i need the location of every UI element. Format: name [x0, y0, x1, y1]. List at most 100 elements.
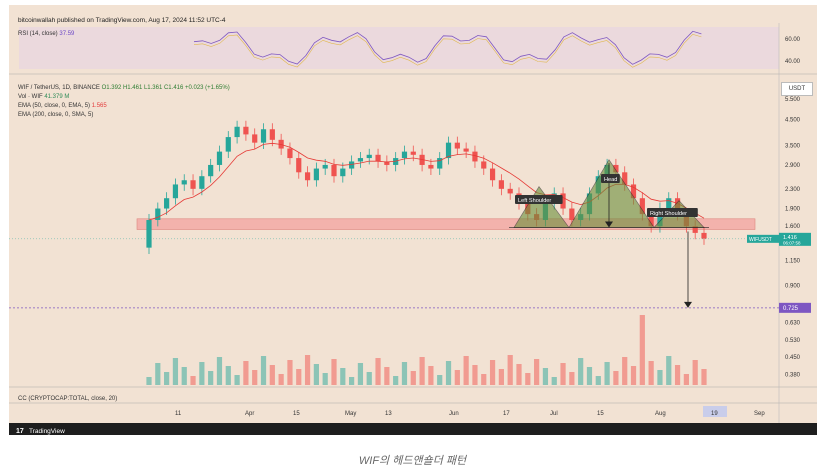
- candle-body: [252, 134, 258, 143]
- candle-body: [463, 148, 469, 152]
- candle-body: [622, 172, 628, 185]
- rsi-name: RSI (14, close): [18, 31, 58, 37]
- candle-body: [481, 161, 487, 169]
- cc-legend: CC (CRYPTOCAP:TOTAL, close, 20): [18, 396, 118, 402]
- candle-body: [657, 208, 663, 227]
- arrow-head-icon: [684, 301, 692, 308]
- volume-bar: [199, 362, 205, 385]
- volume-bar: [586, 367, 593, 385]
- candle-body: [375, 154, 381, 162]
- volume-bar: [463, 356, 469, 385]
- rsi-line: [193, 30, 702, 65]
- candle-body: [146, 219, 152, 248]
- volume-bar: [569, 372, 575, 385]
- volume-bar: [428, 366, 434, 385]
- volume-bar: [260, 356, 267, 385]
- x-tick-label: 15: [597, 411, 604, 417]
- volume-bar: [498, 369, 504, 385]
- candle-body: [225, 137, 231, 152]
- y-tick-label: 3.500: [785, 144, 801, 150]
- volume-bar: [578, 358, 584, 385]
- candle-body: [199, 176, 205, 189]
- volume-bar: [622, 357, 628, 385]
- candle-body: [287, 148, 293, 159]
- head-label: Head: [604, 177, 617, 183]
- volume-bar: [666, 356, 672, 385]
- y-tick-label: 5.500: [785, 97, 801, 103]
- x-tick-label: May: [345, 411, 356, 417]
- volume-bar: [472, 365, 478, 385]
- candle-body: [155, 208, 161, 220]
- volume-bar: [322, 373, 328, 385]
- x-tick-label: Sep: [754, 411, 765, 417]
- x-tick-label: Apr: [245, 411, 254, 417]
- volume-bar: [384, 367, 390, 385]
- volume-bar: [366, 372, 372, 385]
- candle-body: [401, 151, 408, 159]
- y-tick-label: 1.150: [785, 258, 801, 264]
- candle-body: [692, 226, 698, 233]
- volume-bar: [304, 355, 311, 385]
- volume-bar: [630, 366, 637, 385]
- volume-bar: [172, 358, 179, 385]
- candle-body: [181, 180, 187, 185]
- volume-bar: [613, 371, 619, 385]
- rsi-tick-label: 60.00: [785, 37, 801, 43]
- x-tick-label: Aug: [655, 411, 666, 417]
- tradingview-footer: 17 TradingView: [9, 423, 817, 435]
- tradingview-brand: TradingView: [29, 428, 65, 435]
- candle-body: [569, 208, 575, 220]
- candle-body: [190, 180, 196, 189]
- volume-bar: [692, 360, 698, 385]
- volume-bar: [349, 377, 355, 385]
- x-tick-label: 13: [385, 411, 392, 417]
- candle-body: [437, 158, 443, 169]
- candle-body: [454, 142, 460, 149]
- candle-body: [216, 151, 223, 165]
- volume-bar: [507, 355, 513, 385]
- volume-bar: [604, 362, 610, 385]
- y-tick-label: 1.600: [785, 224, 801, 230]
- volume-bar: [648, 361, 654, 385]
- volume-name: Vol · WIF: [18, 94, 43, 100]
- volume-bar: [252, 370, 258, 385]
- price-tag-bg: [779, 232, 811, 246]
- y-tick-label: 0.900: [785, 284, 801, 290]
- volume-legend: Vol · WIF 41.379 M: [18, 94, 69, 100]
- symbol-tag-label: WIFUSDT: [749, 237, 772, 243]
- y-tick-label: 0.450: [785, 355, 801, 361]
- publisher-header: bitcoinwallah published on TradingView.c…: [18, 17, 226, 24]
- left-shoulder-label: Left Shoulder: [518, 198, 551, 204]
- volume-bar: [701, 369, 707, 385]
- candle-body: [172, 184, 179, 199]
- y-tick-label: 0.530: [785, 338, 801, 344]
- volume-bar: [674, 365, 681, 385]
- chart-canvas: 6.0005.5004.5003.5002.9002.3001.9001.600…: [9, 23, 817, 423]
- candle-body: [269, 129, 275, 140]
- volume-bar: [534, 359, 540, 385]
- candle-body: [313, 168, 319, 181]
- candle-body: [428, 164, 434, 169]
- volume-bar: [551, 377, 557, 385]
- candle-body: [243, 126, 249, 135]
- volume-bar: [375, 358, 381, 385]
- y-tick-label: 0.630: [785, 320, 801, 326]
- volume-bar: [331, 359, 337, 385]
- currency-badge[interactable]: USDT: [781, 82, 813, 96]
- chart-frame: 6.0005.5004.5003.5002.9002.3001.9001.600…: [9, 5, 817, 435]
- candle-body: [349, 161, 355, 169]
- rsi-band: [19, 27, 779, 69]
- candle-body: [260, 129, 267, 143]
- volume-bar: [542, 368, 549, 385]
- volume-value: 41.379 M: [44, 94, 70, 100]
- left-shoulder-label-bg: [515, 195, 563, 204]
- volume-bar: [190, 376, 196, 385]
- volume-bar: [234, 375, 240, 385]
- volume-bar: [164, 372, 170, 385]
- candle-body: [296, 158, 302, 173]
- x-tick-label: 19: [711, 411, 718, 417]
- rsi-tick-label: 40.00: [785, 59, 801, 65]
- candle-body: [322, 164, 328, 169]
- volume-bar: [393, 376, 399, 385]
- candle-body: [445, 142, 452, 159]
